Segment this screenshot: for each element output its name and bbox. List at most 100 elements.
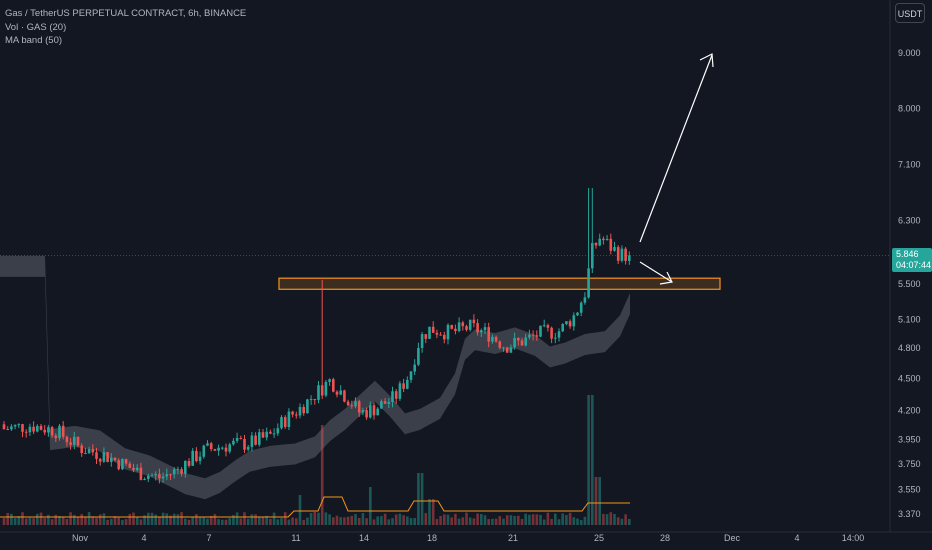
volume-bar <box>531 514 535 525</box>
currency-button[interactable]: USDT <box>895 3 925 23</box>
volume-bar <box>154 514 157 525</box>
volume-ma-line <box>0 496 630 518</box>
volume-bar <box>505 515 509 525</box>
volume-bar <box>480 513 483 525</box>
volume-bar <box>579 519 583 525</box>
volume-bar <box>128 513 132 525</box>
volume-bar <box>565 515 568 525</box>
candle-body <box>602 238 605 241</box>
volume-bar <box>47 514 50 525</box>
volume-bar <box>594 477 598 525</box>
volume-bar <box>520 519 524 525</box>
volume-bar <box>587 395 590 525</box>
volume-bar <box>102 513 106 525</box>
volume-bar <box>209 515 213 525</box>
volume-bar <box>124 519 128 525</box>
volume-bar <box>383 513 387 525</box>
candle-body <box>113 457 117 461</box>
candle-body <box>365 410 368 418</box>
volume-bar <box>557 519 561 525</box>
candle-body <box>39 426 43 430</box>
x-tick-label: 25 <box>594 533 604 543</box>
volume-bar <box>350 515 354 525</box>
volume-bar <box>591 395 594 525</box>
candle-body <box>254 435 257 445</box>
y-tick-label: 3.370 <box>898 509 921 519</box>
volume-bar <box>206 518 209 525</box>
retest-arrow-head <box>659 271 673 285</box>
volume-bar <box>258 517 261 525</box>
volume-bar <box>73 514 76 525</box>
y-tick-label: 5.500 <box>898 279 921 289</box>
candle-body <box>50 427 54 436</box>
candle-body <box>494 336 498 342</box>
candle-body <box>361 410 365 413</box>
candle-body <box>520 340 524 346</box>
x-tick-label: 21 <box>508 533 518 543</box>
y-tick-label: 6.300 <box>898 215 921 225</box>
volume-bar <box>269 518 272 525</box>
candle-body <box>280 417 283 429</box>
volume-bar <box>602 513 605 525</box>
volume-bar <box>158 516 161 525</box>
volume-bar <box>24 518 28 525</box>
candle-body <box>147 475 150 480</box>
candle-body <box>106 452 109 462</box>
volume-bar <box>98 514 102 525</box>
candle-body <box>328 379 331 382</box>
candle-body <box>406 379 409 389</box>
volume-bar <box>317 512 320 525</box>
x-tick-label: 14 <box>359 533 369 543</box>
volume-bar <box>598 477 601 525</box>
candle-body <box>450 324 453 329</box>
candle-body <box>32 426 35 432</box>
volume-bar <box>180 512 183 525</box>
volume-bar <box>132 512 135 525</box>
volume-bar <box>243 512 246 525</box>
candle-body <box>435 332 439 335</box>
volume-bar <box>435 519 439 525</box>
candle-body <box>369 405 372 418</box>
volume-bar <box>147 512 150 525</box>
volume-bar <box>328 514 331 525</box>
volume-indicator-label[interactable]: Vol · GAS (20) <box>5 21 67 33</box>
volume-bar <box>409 518 413 525</box>
volume-bar <box>150 512 154 525</box>
candle-body <box>195 450 198 462</box>
x-tick-label: Dec <box>724 533 741 543</box>
volume-bar <box>542 519 546 525</box>
volume-bar <box>605 514 609 525</box>
volume-bar <box>6 512 9 525</box>
candle-body <box>13 424 17 427</box>
candle-body <box>409 371 413 380</box>
volume-bar <box>517 515 520 525</box>
candle-body <box>468 319 472 330</box>
volume-bar <box>572 517 576 525</box>
ma-band-indicator-label[interactable]: MA band (50) <box>5 35 63 46</box>
candle-body <box>295 414 298 416</box>
last-price: 5.846 <box>896 249 919 259</box>
volume-bar <box>113 516 117 525</box>
volume-bar <box>261 516 265 525</box>
volume-bar <box>324 512 328 525</box>
volume-bar <box>306 517 309 525</box>
candle-body <box>98 458 102 462</box>
volume-bar <box>143 515 146 525</box>
candle-body <box>10 426 13 430</box>
volume-bar <box>58 516 61 525</box>
volume-bar <box>380 516 383 525</box>
candle-body <box>628 255 631 261</box>
candle-body <box>76 436 80 446</box>
volume-bar <box>509 515 513 525</box>
volume-bar <box>117 517 120 525</box>
volume-bar <box>439 516 442 525</box>
volume-bar <box>21 512 24 525</box>
volume-bar <box>357 517 361 525</box>
candle-body <box>54 435 58 439</box>
symbol-title[interactable]: Gas / TetherUS PERPETUAL CONTRACT, 6h, B… <box>5 8 247 19</box>
volume-bar <box>446 514 450 525</box>
volume-bar <box>413 518 416 525</box>
candle-body <box>258 432 261 445</box>
volume-bar <box>528 514 531 525</box>
